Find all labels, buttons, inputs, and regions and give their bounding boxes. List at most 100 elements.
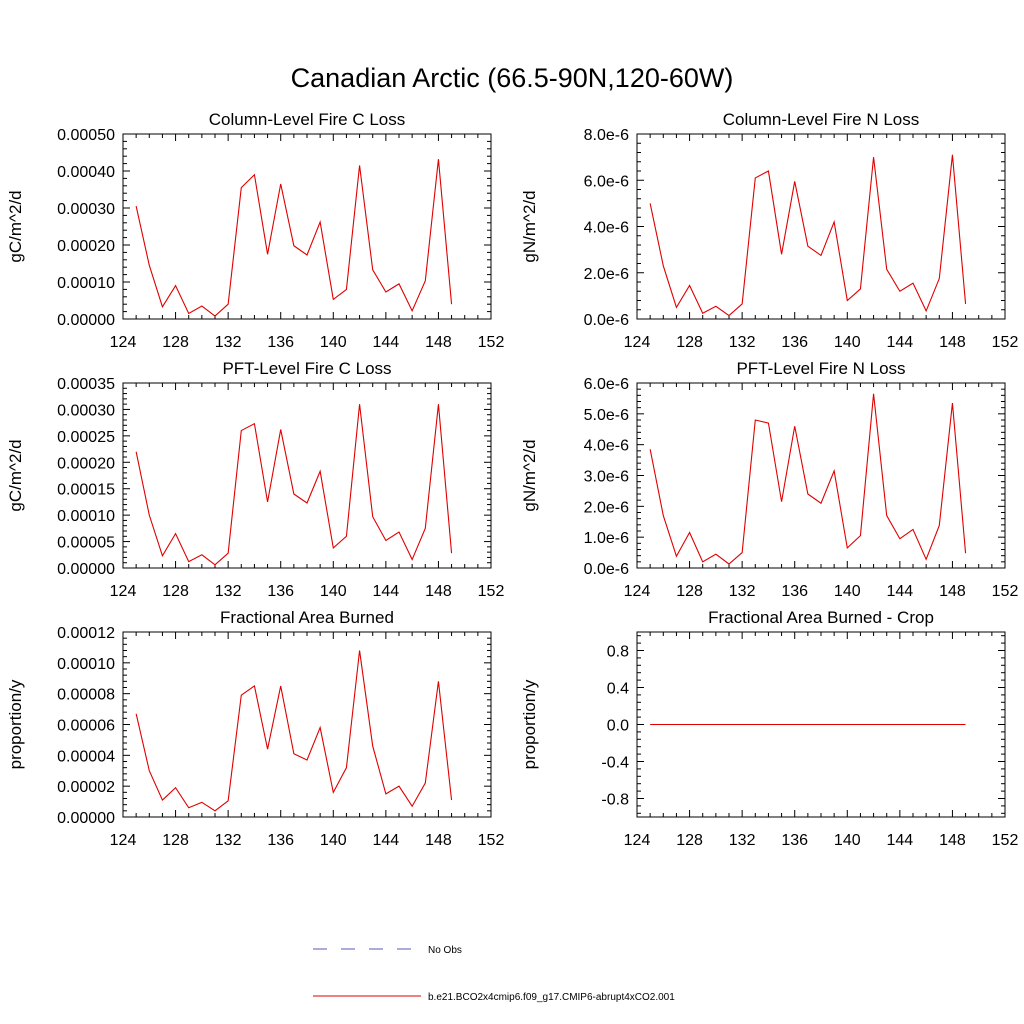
y-tick-label: 0.0: [607, 718, 629, 735]
panel-title: Fractional Area Burned: [220, 608, 394, 627]
x-tick-label: 152: [478, 832, 505, 849]
y-tick-label: 1.0e-6: [584, 530, 629, 547]
x-tick-label: 124: [110, 334, 137, 351]
panel-title: Fractional Area Burned - Crop: [708, 608, 934, 627]
y-axis-label: gN/m^2/d: [520, 190, 539, 262]
y-tick-label: 0.00000: [57, 810, 115, 827]
y-tick-label: 0.00020: [57, 455, 115, 472]
plot-frame: [636, 382, 1006, 569]
series-line: [135, 159, 453, 317]
x-tick-label: 136: [267, 583, 294, 600]
y-tick-label: 0.00006: [57, 718, 115, 735]
series-line: [649, 393, 967, 565]
x-tick-label: 128: [162, 334, 189, 351]
y-tick-label: 0.00010: [57, 508, 115, 525]
y-tick-label: 0.00005: [57, 535, 115, 552]
panel-title: PFT-Level Fire C Loss: [222, 359, 391, 378]
y-tick-label: 0.00012: [57, 625, 115, 642]
x-tick-label: 140: [320, 334, 347, 351]
y-tick-label: -0.4: [601, 755, 629, 772]
x-tick-label: 144: [373, 334, 400, 351]
x-tick-label: 136: [267, 832, 294, 849]
x-tick-label: 132: [215, 832, 242, 849]
y-tick-label: 0.00000: [57, 561, 115, 578]
y-tick-label: 0.00025: [57, 429, 115, 446]
panel-title: PFT-Level Fire N Loss: [736, 359, 905, 378]
y-tick-label: 0.00015: [57, 482, 115, 499]
panels: Column-Level Fire C Loss 124 128 132 136 140 1…: [6, 110, 1018, 849]
y-tick-label: 0.00030: [57, 402, 115, 419]
y-tick-label: 0.4: [607, 681, 629, 698]
y-tick-label: 0.00040: [57, 164, 115, 181]
x-tick-label: 144: [887, 583, 914, 600]
chart-panel-4: PFT-Level Fire N Loss 124 128 132 136 140 144 1…: [520, 359, 1018, 600]
x-tick-label: 124: [624, 583, 651, 600]
y-tick-label: 6.0e-6: [584, 173, 629, 190]
x-tick-label: 148: [425, 832, 452, 849]
y-tick-label: 0.8: [607, 644, 629, 661]
x-tick-label: 136: [781, 334, 808, 351]
x-tick-label: 124: [110, 583, 137, 600]
x-tick-label: 128: [162, 832, 189, 849]
y-tick-label: 0.00010: [57, 275, 115, 292]
y-tick-label: 8.0e-6: [584, 127, 629, 144]
chart-panel-6: Fractional Area Burned - Crop 124 128 132 13…: [520, 608, 1018, 849]
y-axis-label: proportion/y: [520, 679, 539, 769]
legend-model-label: b.e21.BCO2x4cmip6.f09_g17.CMIP6-abrupt4x…: [428, 992, 675, 1003]
x-tick-label: 152: [992, 832, 1019, 849]
x-tick-label: 152: [478, 583, 505, 600]
chart-panel-5: Fractional Area Burned 124 128 132 136 140 144…: [6, 608, 504, 849]
x-tick-label: 148: [939, 334, 966, 351]
x-tick-label: 140: [834, 583, 861, 600]
x-tick-label: 132: [729, 832, 756, 849]
y-tick-label: 0.0e-6: [584, 312, 629, 329]
chart-panel-2: Column-Level Fire N Loss 124 128 132 136 140 1…: [520, 110, 1018, 351]
y-tick-label: 0.00035: [57, 376, 115, 393]
x-tick-label: 124: [624, 334, 651, 351]
x-tick-label: 148: [939, 832, 966, 849]
y-axis-label: gC/m^2/d: [6, 439, 25, 511]
x-tick-label: 136: [267, 334, 294, 351]
x-tick-label: 152: [992, 583, 1019, 600]
series-line: [135, 404, 453, 566]
x-tick-label: 128: [676, 583, 703, 600]
x-tick-label: 132: [215, 583, 242, 600]
y-tick-label: 0.00010: [57, 656, 115, 673]
x-tick-label: 152: [992, 334, 1019, 351]
y-tick-label: 0.00050: [57, 127, 115, 144]
y-axis-label: gN/m^2/d: [520, 439, 539, 511]
y-tick-label: 2.0e-6: [584, 499, 629, 516]
plot-frame: [122, 631, 492, 818]
y-tick-label: -0.8: [601, 792, 629, 809]
chart-panel-3: PFT-Level Fire C Loss 124 128 132 136 140 144 1…: [6, 359, 504, 600]
x-tick-label: 144: [373, 583, 400, 600]
x-tick-label: 148: [939, 583, 966, 600]
x-tick-label: 128: [676, 334, 703, 351]
x-tick-label: 144: [887, 832, 914, 849]
y-tick-label: 0.00020: [57, 238, 115, 255]
x-tick-label: 144: [373, 832, 400, 849]
x-tick-label: 132: [729, 334, 756, 351]
x-tick-label: 128: [676, 832, 703, 849]
x-tick-label: 148: [425, 583, 452, 600]
legend-obs-label: No Obs: [428, 945, 462, 956]
x-tick-label: 140: [834, 334, 861, 351]
x-tick-label: 152: [478, 334, 505, 351]
page-title: Canadian Arctic (66.5-90N,120-60W): [291, 63, 734, 93]
y-axis-label: gC/m^2/d: [6, 190, 25, 262]
y-tick-label: 0.00004: [57, 748, 115, 765]
y-tick-label: 0.0e-6: [584, 561, 629, 578]
panel-title: Column-Level Fire C Loss: [209, 110, 406, 129]
x-tick-label: 140: [320, 583, 347, 600]
series-line: [135, 650, 453, 812]
y-tick-label: 0.00002: [57, 779, 115, 796]
y-tick-label: 4.0e-6: [584, 438, 629, 455]
y-tick-label: 5.0e-6: [584, 407, 629, 424]
x-tick-label: 128: [162, 583, 189, 600]
y-tick-label: 0.00030: [57, 201, 115, 218]
y-tick-label: 0.00000: [57, 312, 115, 329]
x-tick-label: 132: [215, 334, 242, 351]
x-tick-label: 148: [425, 334, 452, 351]
series-line: [649, 154, 967, 317]
